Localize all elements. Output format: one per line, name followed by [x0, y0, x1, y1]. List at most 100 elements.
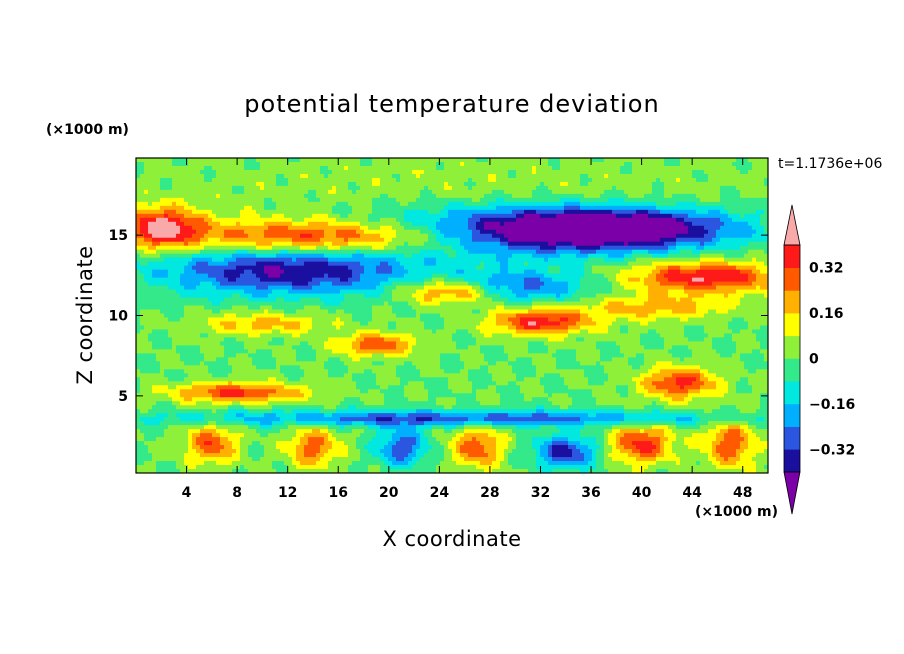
heatmap-cell [152, 185, 157, 191]
heatmap-cell [712, 257, 717, 263]
heatmap-cell [480, 281, 485, 287]
heatmap-cell [748, 189, 753, 195]
heatmap-cell [304, 217, 309, 223]
heatmap-cell [204, 257, 209, 263]
heatmap-cell [368, 277, 373, 283]
heatmap-cell [312, 197, 317, 203]
heatmap-cell [456, 158, 461, 163]
heatmap-cell [276, 229, 281, 235]
heatmap-cell [668, 269, 673, 275]
heatmap-cell [140, 201, 145, 207]
heatmap-cell [620, 209, 625, 215]
heatmap-cell [488, 241, 493, 247]
heatmap-cell [736, 277, 741, 283]
heatmap-cell [320, 277, 325, 283]
heatmap-cell [516, 277, 521, 283]
heatmap-cell [492, 281, 497, 287]
heatmap-cell [652, 221, 657, 227]
heatmap-cell [500, 177, 505, 183]
heatmap-cell [664, 209, 669, 215]
heatmap-cell [256, 237, 261, 243]
heatmap-cell [624, 269, 629, 275]
heatmap-cell [424, 189, 429, 195]
heatmap-cell [252, 233, 257, 239]
heatmap-cell [200, 177, 205, 183]
heatmap-cell [308, 257, 313, 263]
heatmap-cell [660, 249, 665, 255]
heatmap-cell [320, 237, 325, 243]
heatmap-cell [140, 161, 145, 167]
heatmap-cell [428, 233, 433, 239]
chart-title: potential temperature deviation [244, 90, 659, 118]
heatmap-cell [268, 177, 273, 183]
heatmap-cell [440, 241, 445, 247]
heatmap-cell [620, 245, 625, 251]
heatmap-cell [136, 205, 141, 211]
heatmap-cell [728, 161, 733, 167]
heatmap-cell [468, 265, 473, 271]
heatmap-cell [224, 225, 229, 231]
heatmap-cell [284, 277, 289, 283]
heatmap-cell [568, 177, 573, 183]
heatmap-cell [200, 169, 205, 175]
heatmap-cell [668, 201, 673, 207]
heatmap-cell [412, 177, 417, 183]
heatmap-cell [396, 161, 401, 167]
heatmap-cell [448, 158, 453, 163]
heatmap-cell [472, 249, 477, 255]
heatmap-cell [620, 257, 625, 263]
heatmap-cell [756, 173, 761, 179]
heatmap-cell [268, 277, 273, 283]
heatmap-cell [664, 201, 669, 207]
heatmap-cell [640, 273, 645, 279]
heatmap-cell [696, 241, 701, 247]
heatmap-cell [172, 241, 177, 247]
heatmap-cell [508, 185, 513, 191]
heatmap-cell [272, 185, 277, 191]
heatmap-cell [700, 237, 705, 243]
heatmap-cell [408, 221, 413, 227]
heatmap-cell [404, 245, 409, 251]
heatmap-cell [736, 261, 741, 267]
heatmap-cell [412, 197, 417, 203]
heatmap-cell [652, 169, 657, 175]
heatmap-cell [340, 253, 345, 259]
heatmap-cell [596, 169, 601, 175]
heatmap-cell [704, 229, 709, 235]
heatmap-cell [520, 225, 525, 231]
heatmap-cell [304, 237, 309, 243]
heatmap-cell [256, 189, 261, 195]
heatmap-cell [584, 277, 589, 283]
heatmap-cell [676, 249, 681, 255]
heatmap-cell [148, 213, 153, 219]
heatmap-cell [304, 177, 309, 183]
heatmap-cell [500, 225, 505, 231]
heatmap-cell [628, 201, 633, 207]
heatmap-cell [748, 173, 753, 179]
heatmap-cell [572, 265, 577, 271]
heatmap-cell [580, 233, 585, 239]
heatmap-cell [376, 209, 381, 215]
heatmap-cell [520, 189, 525, 195]
heatmap-cell [676, 233, 681, 239]
heatmap-cell [756, 213, 761, 219]
heatmap-cell [288, 245, 293, 251]
heatmap-cell [604, 189, 609, 195]
heatmap-cell [216, 158, 221, 163]
heatmap-cell [676, 189, 681, 195]
heatmap-cell [344, 189, 349, 195]
heatmap-cell [748, 257, 753, 263]
heatmap-cell [140, 273, 145, 279]
heatmap-cell [172, 181, 177, 187]
heatmap-cell [200, 201, 205, 207]
heatmap-cell [660, 265, 665, 271]
heatmap-cell [368, 205, 373, 211]
heatmap-cell [444, 205, 449, 211]
heatmap-cell [636, 193, 641, 199]
heatmap-cell [244, 161, 249, 167]
heatmap-cell [692, 245, 697, 251]
heatmap-cell [232, 237, 237, 243]
heatmap-cell [484, 277, 489, 283]
heatmap-cell [192, 245, 197, 251]
heatmap-cell [696, 225, 701, 231]
